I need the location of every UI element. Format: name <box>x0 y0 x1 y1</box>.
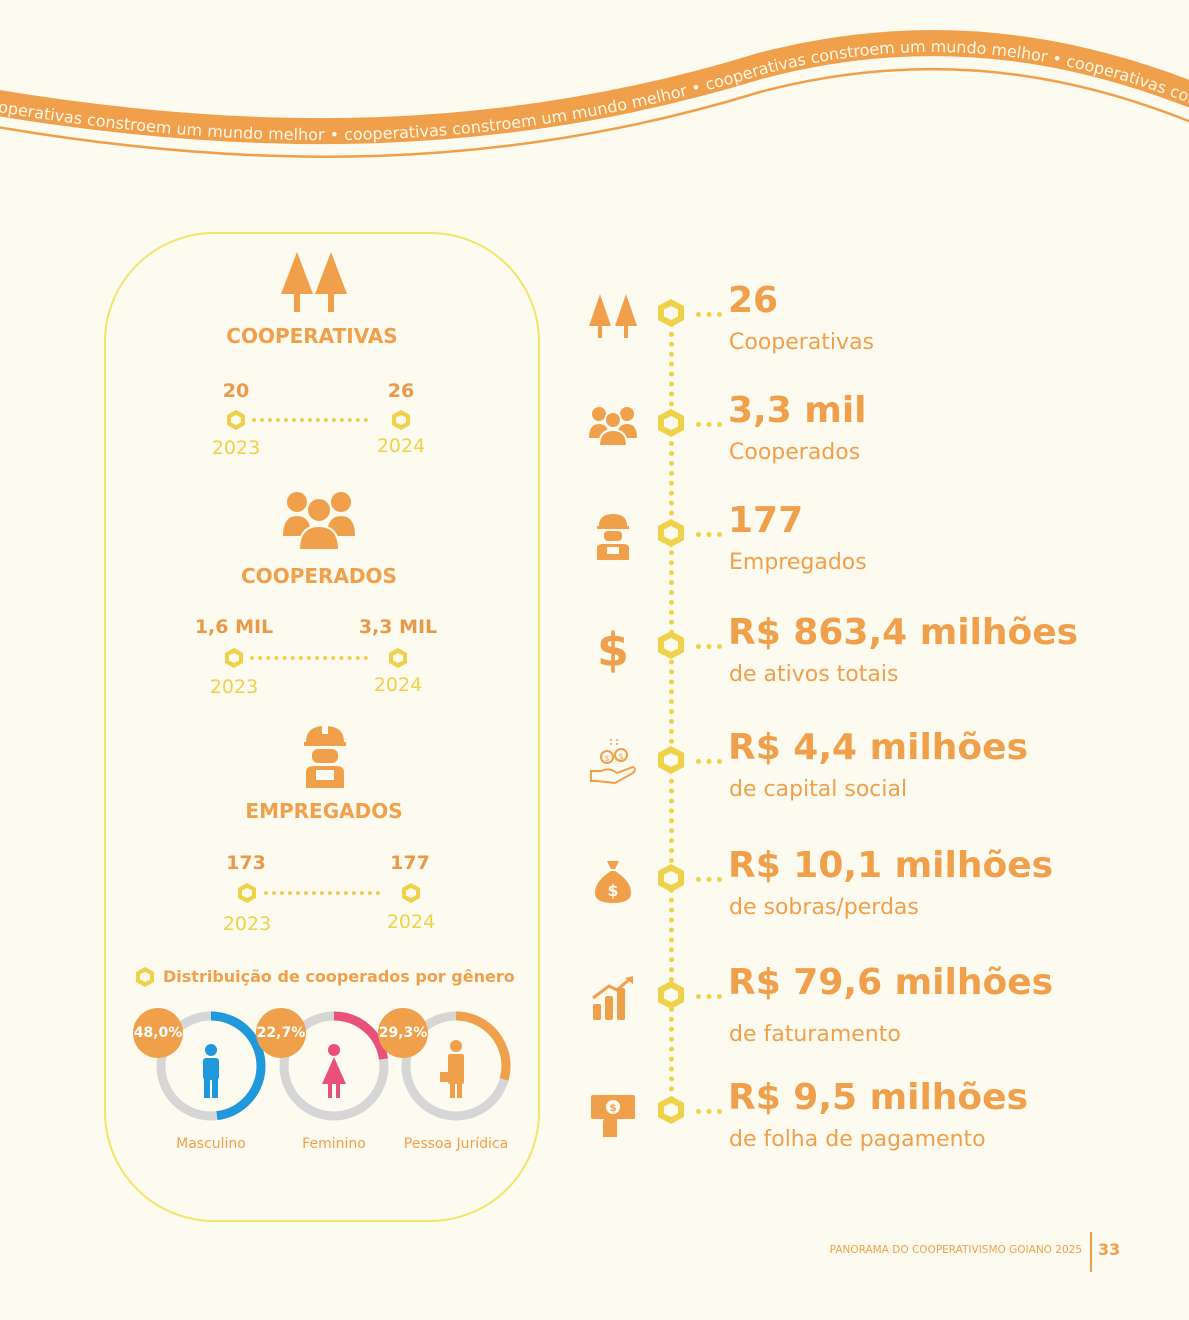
gender-label: Feminino <box>302 1136 366 1152</box>
people-icon <box>587 400 639 452</box>
cooperados-title: COOPERADOS <box>241 564 397 588</box>
stat-value: 3,3 mil <box>728 390 867 431</box>
cooperativas-2024-value: 26 <box>387 380 415 402</box>
page-number: 33 <box>1098 1240 1121 1259</box>
timeline-connector <box>696 877 722 882</box>
gender-percent-badge: 22,7% <box>256 1008 306 1058</box>
trees-icon <box>587 290 639 342</box>
hex-marker-icon <box>227 410 245 430</box>
svg-text:$: $ <box>618 752 623 761</box>
timeline-connector <box>264 891 380 895</box>
stat-label: de folha de pagamento <box>729 1127 986 1152</box>
svg-text:$: $ <box>610 1103 617 1114</box>
hex-marker-icon <box>656 630 686 660</box>
donut-segment <box>156 1011 266 1121</box>
stat-value: R$ 10,1 milhões <box>728 845 1054 886</box>
hex-marker-icon <box>225 648 243 668</box>
gender-donut <box>156 1011 266 1121</box>
gender-label: Masculino <box>176 1136 246 1152</box>
hex-marker-icon <box>392 410 410 430</box>
timeline-connector <box>252 418 368 422</box>
hex-marker-icon <box>656 745 686 775</box>
svg-text:cooperativas constroem um mund: cooperativas constroem um mundo melhor •… <box>0 0 1189 144</box>
svg-text:$: $ <box>604 754 609 763</box>
stat-value: 26 <box>728 280 779 321</box>
timeline-connector <box>250 656 368 660</box>
banner-text: cooperativas constroem um mundo melhor •… <box>0 0 1189 144</box>
hex-marker-icon <box>656 518 686 548</box>
timeline-connector <box>696 644 722 649</box>
hex-marker-icon <box>656 980 686 1010</box>
cooperativas-2023-value: 20 <box>222 380 250 402</box>
timeline-connector <box>696 532 722 537</box>
timeline-connector <box>696 1109 722 1114</box>
gender-percent-badge: 48,0% <box>133 1008 183 1058</box>
empregados-2023-value: 173 <box>226 852 266 874</box>
hex-marker-icon <box>238 883 256 903</box>
year-label: 2023 <box>209 676 259 698</box>
timeline-vertical-line <box>669 312 674 1112</box>
stat-label: de capital social <box>729 777 908 802</box>
dollar-icon: $ <box>587 622 639 677</box>
stat-label: Cooperados <box>729 440 861 465</box>
timeline-connector <box>696 422 722 427</box>
hand-coins-icon: $ $ <box>587 737 639 789</box>
empregados-title: EMPREGADOS <box>245 799 403 823</box>
growth-chart-icon <box>587 972 639 1024</box>
donut-segment <box>401 1011 511 1121</box>
cooperados-2023-value: 1,6 MIL <box>194 616 274 638</box>
stat-value: R$ 4,4 milhões <box>728 727 1029 768</box>
gender-donut <box>401 1011 511 1121</box>
people-icon <box>283 492 355 551</box>
cooperados-2024-value: 3,3 MIL <box>358 616 438 638</box>
timeline-connector <box>696 994 722 999</box>
hex-marker-icon <box>402 883 420 903</box>
stat-label: Cooperativas <box>729 330 875 355</box>
hex-marker-icon <box>136 967 154 987</box>
year-label: 2024 <box>376 435 426 457</box>
stat-label: de ativos totais <box>729 662 899 687</box>
summary-panel <box>104 232 540 1222</box>
trees-icon <box>281 252 347 312</box>
hex-marker-icon <box>656 1095 686 1125</box>
cooperativas-title: COOPERATIVAS <box>226 324 398 348</box>
hex-marker-icon <box>656 408 686 438</box>
year-label: 2023 <box>222 913 272 935</box>
gender-label: Pessoa Jurídica <box>403 1136 509 1152</box>
year-label: 2023 <box>211 437 261 459</box>
year-label: 2024 <box>386 911 436 933</box>
stat-value: R$ 9,5 milhões <box>728 1077 1029 1118</box>
money-bag-icon: $ <box>587 855 639 907</box>
hex-marker-icon <box>656 863 686 893</box>
svg-text:$: $ <box>597 623 629 674</box>
payroll-icon: $ <box>587 1087 639 1139</box>
timeline-connector <box>696 312 722 317</box>
worker-icon <box>304 724 346 788</box>
empregados-2024-value: 177 <box>390 852 430 874</box>
year-label: 2024 <box>373 674 423 696</box>
worker-icon <box>587 510 639 562</box>
footer-divider <box>1090 1232 1092 1272</box>
footer-title: PANORAMA DO COOPERATIVISMO GOIANO 2025 <box>829 1244 1082 1256</box>
stat-label: Empregados <box>729 550 867 575</box>
donut-segment <box>279 1011 389 1121</box>
gender-percent-badge: 29,3% <box>378 1008 428 1058</box>
timeline-connector <box>696 759 722 764</box>
stat-value: R$ 863,4 milhões <box>728 612 1079 653</box>
hex-marker-icon <box>656 298 686 328</box>
svg-text:$: $ <box>607 881 618 900</box>
hex-marker-icon <box>389 648 407 668</box>
gender-title: Distribuição de cooperados por gênero <box>163 967 515 986</box>
stat-label: de sobras/perdas <box>729 895 919 920</box>
stat-value: 177 <box>728 500 804 541</box>
stat-label: de faturamento <box>729 1022 901 1047</box>
wave-banner: cooperativas constroem um mundo melhor •… <box>0 0 1189 158</box>
gender-donut <box>279 1011 389 1121</box>
stat-value: R$ 79,6 milhões <box>728 962 1054 1003</box>
